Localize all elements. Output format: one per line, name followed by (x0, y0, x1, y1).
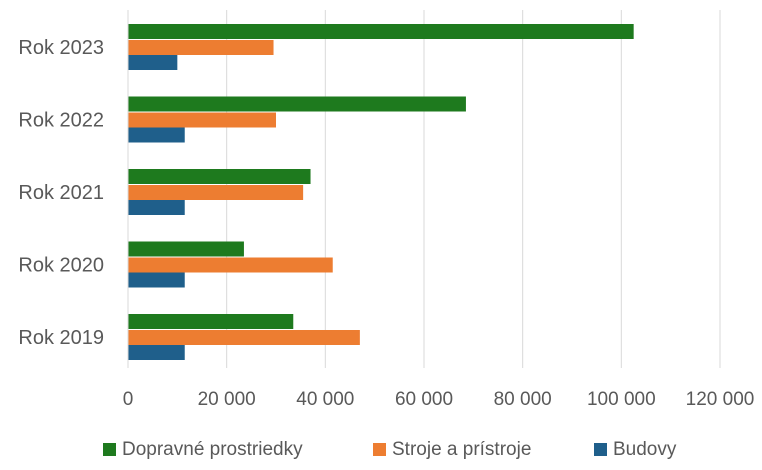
bar (128, 314, 294, 329)
legend-label: Budovy (613, 439, 677, 460)
legend-label: Dopravné prostriedky (122, 439, 303, 460)
bar (128, 330, 360, 345)
x-tick-label: 60 000 (395, 389, 453, 410)
legend-item: Dopravné prostriedky (103, 439, 303, 460)
category-label: Rok 2023 (18, 37, 104, 59)
x-tick-label: 80 000 (494, 389, 552, 410)
bar (128, 96, 466, 112)
gridlines (226, 10, 721, 368)
legend-swatch (373, 443, 386, 456)
bar (128, 55, 178, 70)
bar (128, 127, 185, 143)
legend-item: Stroje a prístroje (373, 439, 531, 460)
bar (128, 345, 185, 360)
category-labels: Rok 2023 Rok 2022 Rok 2021 Rok 2020 Rok 2019 (18, 37, 104, 349)
bars (128, 24, 634, 360)
x-tick-label: 20 000 (198, 389, 256, 410)
bar (128, 169, 311, 184)
legend-item: Budovy (594, 439, 677, 460)
legend-swatch (103, 443, 116, 456)
x-tick-label: 120 000 (686, 389, 755, 410)
legend-label: Stroje a prístroje (392, 439, 531, 460)
category-label: Rok 2019 (18, 327, 104, 349)
x-tick-labels: 0 20 000 40 000 60 000 80 000 100 000 120 000 (123, 389, 755, 410)
x-tick-label: 40 000 (296, 389, 354, 410)
category-label: Rok 2020 (18, 255, 104, 277)
bar (128, 257, 333, 273)
bar (128, 272, 185, 288)
bar (128, 200, 185, 215)
bar (128, 40, 274, 55)
x-tick-label: 100 000 (587, 389, 656, 410)
bar (128, 185, 304, 200)
bar (128, 24, 634, 39)
category-label: Rok 2021 (18, 182, 104, 204)
legend-swatch (594, 443, 607, 456)
category-label: Rok 2022 (18, 110, 104, 132)
x-tick-label: 0 (123, 389, 134, 410)
bar (128, 241, 244, 257)
bar (128, 112, 276, 128)
legend: Dopravné prostriedky Stroje a prístroje Bu… (103, 439, 677, 460)
